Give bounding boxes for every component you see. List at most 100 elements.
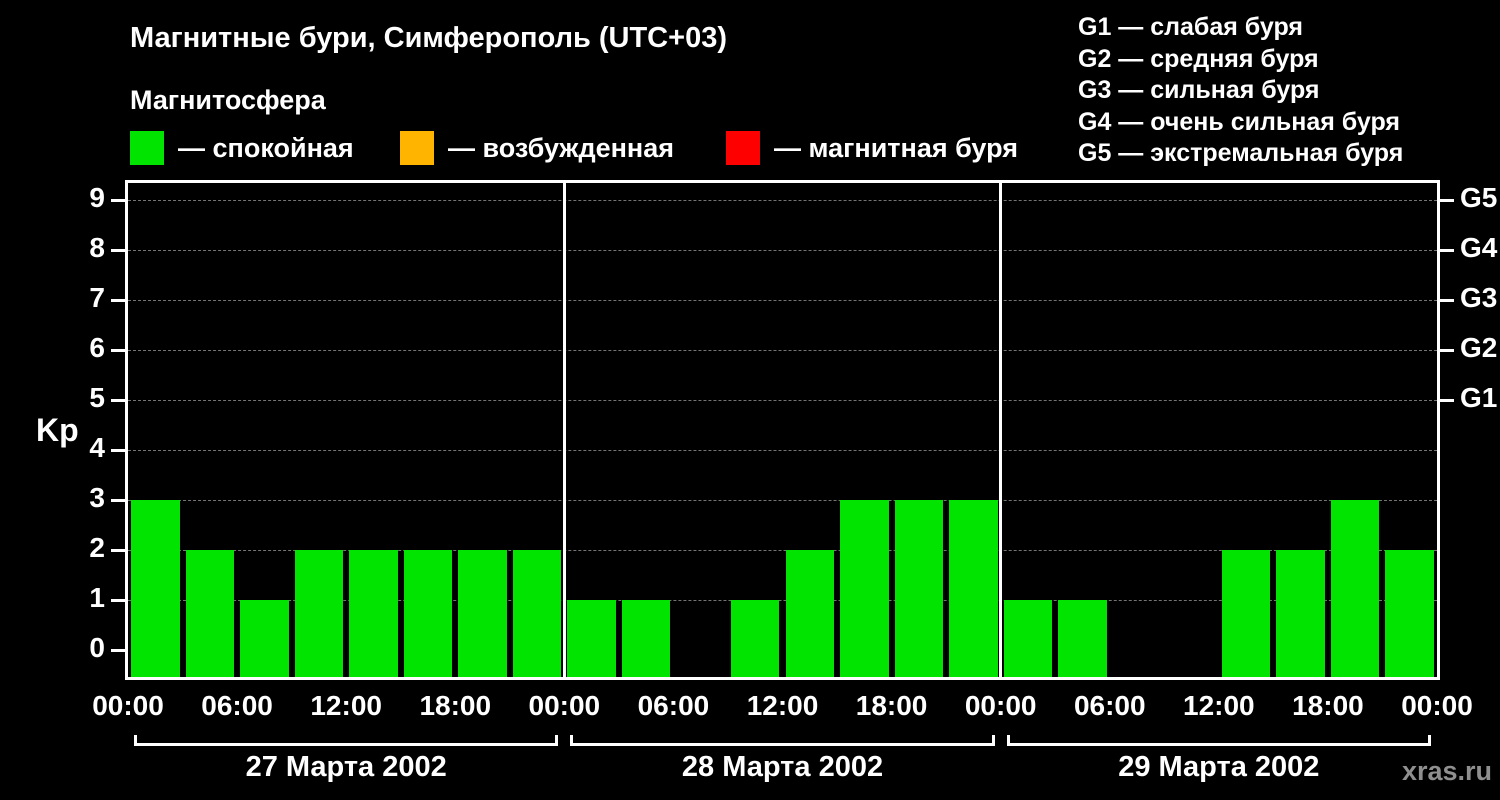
kp-bar [621, 600, 671, 677]
x-tick-label: 06:00 [201, 690, 273, 721]
legend-item-storm: — магнитная буря [726, 131, 1018, 165]
storm-scale-line-1: G1 — слабая буря [1078, 13, 1304, 41]
kp-bar [185, 550, 235, 677]
y-tick-label: 6 [89, 332, 105, 363]
x-tick-label: 18:00 [419, 690, 492, 721]
storm-scale-line-3: G3 — сильная буря [1078, 76, 1320, 104]
storm-scale-line-2: G2 — средняя буря [1078, 44, 1319, 73]
day-separator [562, 183, 566, 677]
kp-bar [1330, 500, 1380, 677]
gridline [128, 250, 1437, 251]
y-tick-label: 2 [89, 532, 105, 563]
kp-bar [1003, 600, 1053, 677]
y-tick [111, 648, 125, 652]
y-tick [111, 548, 125, 552]
x-tick-label: 18:00 [1292, 690, 1364, 721]
y-tick [111, 348, 125, 352]
gridline [128, 600, 1437, 601]
kp-bar [785, 550, 835, 677]
gridline [128, 300, 1437, 301]
g-tick-label: G1 [1460, 382, 1498, 413]
gridline [128, 350, 1437, 351]
storm-scale-legend: G1 — слабая буря G2 — средняя буря G3 — си… [1078, 12, 1403, 170]
plot-area [125, 180, 1440, 680]
y-tick-label: 0 [89, 632, 105, 663]
g-tick-label: G2 [1460, 332, 1498, 363]
legend-swatch-quiet [130, 131, 164, 165]
kp-bar [949, 500, 998, 677]
kp-bar [567, 600, 616, 677]
legend-label-storm: — магнитная буря [774, 132, 1018, 163]
g-tick-label: G3 [1460, 282, 1498, 313]
y-tick [111, 448, 125, 452]
y-tick-label: 7 [89, 282, 105, 313]
y-tick [111, 248, 125, 252]
gridline [128, 450, 1437, 451]
x-tick-label: 12:00 [310, 690, 382, 721]
x-tick-label: 00:00 [1401, 690, 1473, 721]
gridline [128, 400, 1437, 401]
watermark: xras.ru [1401, 756, 1492, 786]
x-tick-label: 00:00 [528, 690, 601, 721]
g-tick [1440, 398, 1454, 402]
kp-bar [403, 550, 453, 677]
g-tick [1440, 198, 1454, 202]
y-tick-label: 8 [89, 232, 105, 263]
date-label: 29 Марта 2002 [1118, 751, 1320, 783]
legend-item-quiet: — спокойная [130, 131, 354, 165]
page-title: Магнитные бури, Симферополь (UTC+03) [130, 22, 727, 54]
y-tick [111, 498, 125, 502]
legend-label-active: — возбужденная [448, 132, 674, 163]
kp-bar [1221, 550, 1271, 677]
y-tick-label: 9 [89, 182, 105, 213]
storm-scale-line-4: G4 — очень сильная буря [1078, 107, 1400, 136]
x-tick-label: 18:00 [855, 690, 928, 721]
kp-bar [894, 500, 944, 677]
g-tick-label: G5 [1460, 182, 1498, 213]
y-tick-label: 4 [89, 432, 105, 463]
x-tick-label: 06:00 [637, 690, 710, 721]
kp-bar [131, 500, 180, 677]
g-tick [1440, 248, 1454, 252]
g-tick [1440, 298, 1454, 302]
x-tick-label: 00:00 [92, 690, 164, 721]
gridline [128, 500, 1437, 501]
y-tick [111, 598, 125, 602]
gridline [128, 550, 1437, 551]
y-tick [111, 298, 125, 302]
y-tick-label: 5 [89, 382, 105, 413]
y-tick-label: 1 [89, 582, 105, 613]
date-label: 28 Марта 2002 [681, 751, 884, 783]
date-bracket [134, 735, 559, 746]
legend-label-quiet: — спокойная [178, 132, 354, 163]
y-tick [111, 198, 125, 202]
kp-bar [349, 550, 398, 677]
kp-bar [240, 600, 289, 677]
y-axis-title: Kp [36, 412, 79, 448]
kp-bar [1276, 550, 1325, 677]
x-tick-label: 06:00 [1073, 690, 1146, 721]
x-tick-label: 12:00 [746, 690, 819, 721]
legend-swatch-active [400, 131, 434, 165]
kp-bar [840, 500, 889, 677]
chart-subtitle: Магнитосфера [130, 85, 326, 115]
day-separator [999, 183, 1003, 677]
x-tick-label: 00:00 [964, 690, 1037, 721]
kp-bar [512, 550, 562, 677]
x-tick-label: 12:00 [1183, 690, 1255, 721]
g-tick-label: G4 [1460, 232, 1498, 263]
kp-bar [1385, 550, 1434, 677]
legend-item-active: — возбужденная [400, 131, 674, 165]
gridline [128, 200, 1437, 201]
date-bracket [1006, 735, 1431, 746]
y-tick-label: 3 [89, 482, 105, 513]
y-tick [111, 398, 125, 402]
kp-bar [730, 600, 780, 677]
legend-swatch-storm [726, 131, 760, 165]
kp-bar [1058, 600, 1107, 677]
date-bracket [570, 735, 995, 746]
storm-scale-line-5: G5 — экстремальная буря [1078, 139, 1404, 167]
kp-bar [458, 550, 507, 677]
kp-bar [294, 550, 344, 677]
